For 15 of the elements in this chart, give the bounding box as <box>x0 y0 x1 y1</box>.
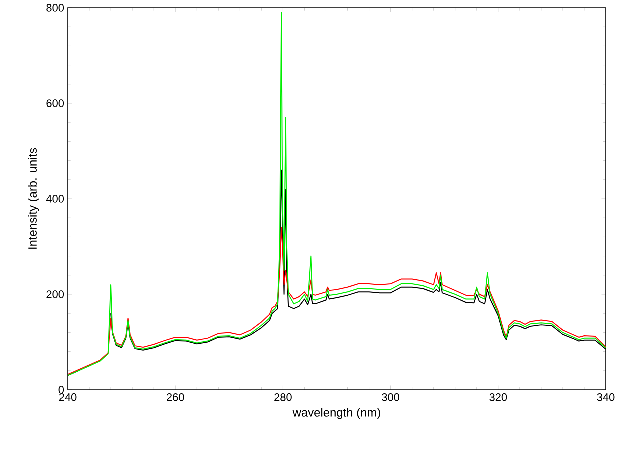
x-axis-title: wavelength (nm) <box>292 408 380 420</box>
y-tick-label: 200 <box>46 290 64 298</box>
y-tick-label: 800 <box>46 4 64 12</box>
x-tick-label: 340 <box>597 394 615 402</box>
x-tick-label: 240 <box>59 394 77 402</box>
x-tick-label: 320 <box>490 394 508 402</box>
y-axis-title: Intensity (arb. units <box>28 148 40 249</box>
x-tick-label: 260 <box>167 394 184 402</box>
line-series <box>68 12 606 376</box>
y-tick-label: 400 <box>46 195 64 203</box>
y-tick-label: 0 <box>58 386 64 394</box>
line-series <box>68 227 606 376</box>
x-tick-label: 300 <box>382 394 400 402</box>
y-tick-label: 600 <box>46 100 64 108</box>
x-tick-label: 280 <box>274 394 292 402</box>
